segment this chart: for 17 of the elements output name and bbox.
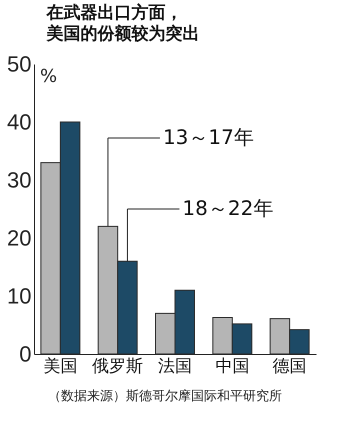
- y-tick-label: 20: [7, 226, 32, 250]
- x-tick-label: 中国: [215, 356, 250, 376]
- x-tick-label: 俄罗斯: [92, 356, 144, 376]
- y-tick-label: 10: [7, 284, 32, 308]
- legend-label: 13～17年: [162, 124, 254, 149]
- x-tick-label: 美国: [43, 356, 78, 376]
- chart-subtitle: 美国的份额较为突出: [46, 24, 200, 44]
- y-tick-label: 30: [7, 168, 32, 192]
- x-tick-label: 法国: [158, 356, 192, 376]
- y-axis-title: %: [40, 66, 58, 87]
- legend-label: 18～22年: [182, 196, 274, 220]
- y-tick-label: 40: [7, 110, 32, 134]
- chart-title: 在武器出口方面，: [46, 3, 183, 23]
- y-tick-label: 0: [19, 342, 32, 366]
- text: （数据来源）斯德哥尔摩国际和平研究所: [48, 389, 282, 404]
- x-tick-label: 德国: [272, 356, 307, 376]
- y-tick-label: 50: [7, 52, 32, 76]
